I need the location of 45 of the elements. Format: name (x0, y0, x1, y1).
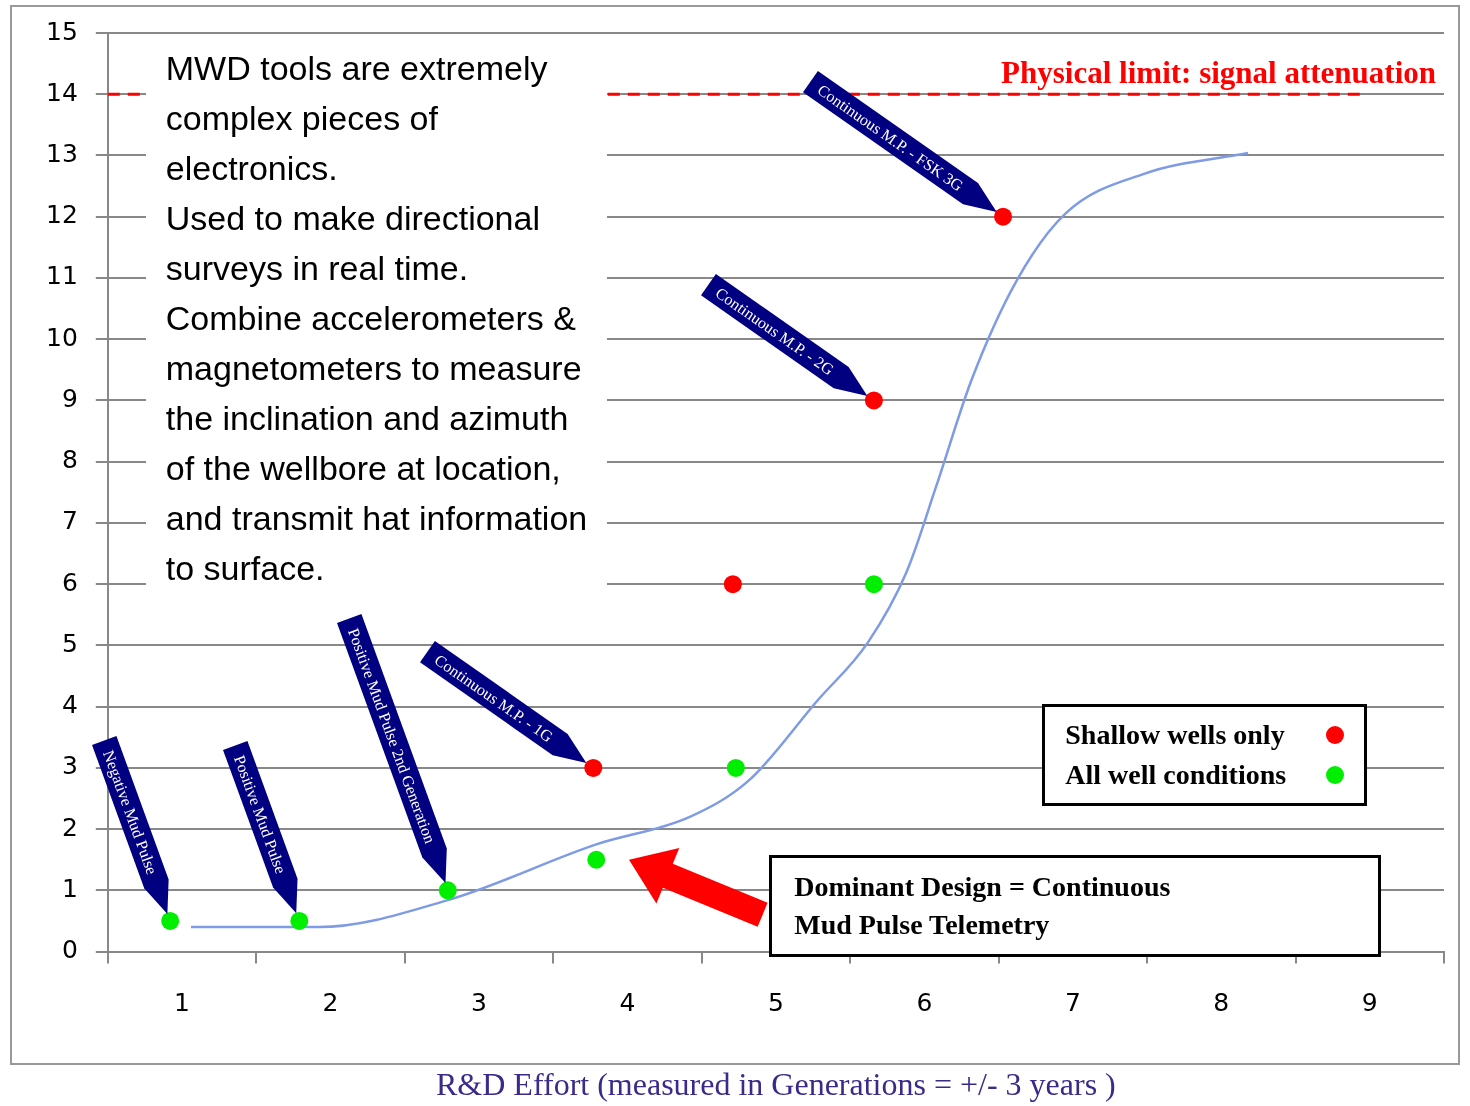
point (723, 575, 742, 594)
point (161, 911, 180, 930)
x-tick-label: 2 (322, 988, 339, 1018)
point (726, 758, 745, 777)
point (864, 391, 883, 410)
point (290, 911, 309, 930)
y-tick-label: 0 (61, 935, 78, 965)
y-tick-label: 3 (61, 751, 78, 781)
x-tick-label: 7 (1064, 988, 1081, 1018)
point (584, 758, 603, 777)
y-tick-label: 11 (46, 261, 78, 291)
y-tick-label: 14 (46, 77, 78, 107)
x-tick-label: 1 (174, 988, 190, 1018)
callout-tag: Negative Mud Pulse (92, 735, 170, 914)
ref-line-label: Physical limit: signal attenuation (1001, 54, 1436, 90)
x-tick-label: 4 (619, 988, 636, 1018)
point (587, 850, 606, 869)
y-tick-label: 1 (61, 873, 78, 903)
x-tick-label: 8 (1213, 988, 1230, 1018)
x-axis-title: R&D Effort (measured in Generations = +/- 3 years ) (436, 1066, 1116, 1103)
point (438, 881, 457, 900)
y-tick-label: 15 (46, 16, 78, 46)
y-tick-label: 13 (46, 138, 78, 168)
y-tick-label: 6 (61, 567, 78, 597)
legend-label: All well conditions (1065, 757, 1287, 792)
callout-tag: Positive Mud Pulse (223, 741, 299, 915)
text: MWD tools are extremely complex pieces of electronics. Used to make directional surveys in real time. Combine accelerometers & magnetometers to measure the inclination and azimuth of the wellbore at location, and transmit hat information to surface. (165, 49, 588, 587)
legend-label: Shallow wells only (1065, 717, 1285, 752)
x-tick-label: 5 (767, 988, 784, 1018)
annotation: Positive Mud Pulse (231, 753, 290, 876)
point (864, 575, 883, 594)
y-tick-label: 7 (61, 506, 78, 536)
y-tick-label: 4 (61, 690, 78, 720)
y-tick-label: 10 (46, 322, 78, 352)
x-tick-label: 9 (1361, 988, 1378, 1018)
x-tick-label: 6 (916, 988, 933, 1018)
y-tick-label: 2 (61, 812, 78, 842)
y-tick-label: 9 (61, 383, 78, 413)
point (994, 207, 1013, 226)
y-tick-label: 5 (61, 628, 78, 658)
annotation: Negative Mud Pulse (99, 747, 161, 877)
y-tick-label: 12 (46, 200, 78, 230)
y-tick-label: 8 (61, 445, 78, 475)
note-box: Dominant Design = Continuous Mud Pulse Telemetry (769, 855, 1382, 958)
x-tick-label: 3 (471, 988, 487, 1018)
